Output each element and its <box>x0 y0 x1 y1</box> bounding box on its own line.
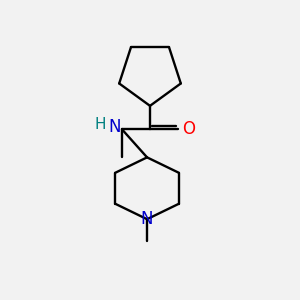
Text: N: N <box>108 118 121 136</box>
Text: O: O <box>182 120 195 138</box>
Text: N: N <box>141 210 153 228</box>
Text: H: H <box>94 118 106 133</box>
